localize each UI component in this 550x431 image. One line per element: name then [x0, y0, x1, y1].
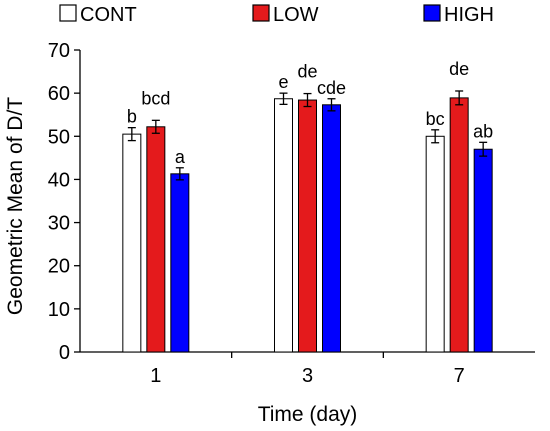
legend-item-cont: CONT [59, 4, 137, 26]
legend-label: HIGH [444, 4, 494, 26]
significance-letter: cde [317, 78, 346, 98]
bar-cont-day-7 [425, 135, 445, 353]
legend-item-low: LOW [252, 4, 319, 26]
significance-letter: b [127, 107, 137, 127]
bar-cont-day-3 [274, 98, 293, 353]
significance-letter: ab [473, 121, 493, 141]
significance-letter: a [175, 147, 186, 167]
bar-high-day-7 [473, 148, 493, 353]
x-tick-label: 1 [150, 365, 161, 387]
y-tick-label: 0 [59, 342, 70, 364]
legend-swatch [252, 4, 270, 22]
error-bar [127, 127, 136, 142]
y-tick-label: 50 [48, 126, 70, 148]
y-tick-label: 70 [48, 40, 70, 62]
bars [122, 97, 493, 353]
error-bars [127, 90, 488, 181]
error-bar [431, 129, 440, 144]
legend: CONT LOW HIGH [59, 4, 494, 26]
x-tick-label: 3 [302, 365, 313, 387]
error-bar [479, 141, 488, 157]
bar-high-day-1 [170, 173, 190, 353]
bar-low-day-1 [146, 126, 166, 353]
y-tick-label: 20 [48, 256, 70, 278]
error-bar [455, 90, 464, 106]
legend-swatch [423, 4, 441, 22]
error-bar [175, 167, 184, 181]
legend-label: CONT [80, 4, 137, 26]
legend-label: LOW [273, 4, 319, 26]
x-axis-label: Time (day) [258, 403, 358, 426]
error-bar [327, 98, 336, 112]
bar-cont-day-1 [122, 133, 142, 353]
bar-low-day-7 [449, 97, 469, 353]
legend-item-high: HIGH [423, 4, 494, 26]
significance-letter: bcd [141, 88, 170, 108]
significance-letter: de [449, 59, 469, 79]
y-tick-label: 30 [48, 213, 70, 235]
y-tick-label: 40 [48, 169, 70, 191]
x-tick-label: 7 [454, 365, 465, 387]
significance-letter: e [278, 72, 288, 92]
bar-low-day-3 [298, 99, 317, 353]
x-axis-ticks: 1 3 7 [150, 352, 465, 387]
significance-letter: de [297, 62, 317, 82]
error-bar [279, 92, 288, 106]
y-tick-label: 60 [48, 83, 70, 105]
y-axis-ticks: 0 10 20 30 40 50 60 70 [48, 40, 80, 364]
y-tick-label: 10 [48, 299, 70, 321]
legend-swatch [59, 4, 77, 22]
error-bar [151, 119, 160, 134]
error-bar [303, 92, 312, 108]
significance-letter: bc [426, 109, 445, 129]
y-axis-label: Geometric Mean of D/T [4, 97, 27, 315]
bar-high-day-3 [322, 104, 341, 353]
